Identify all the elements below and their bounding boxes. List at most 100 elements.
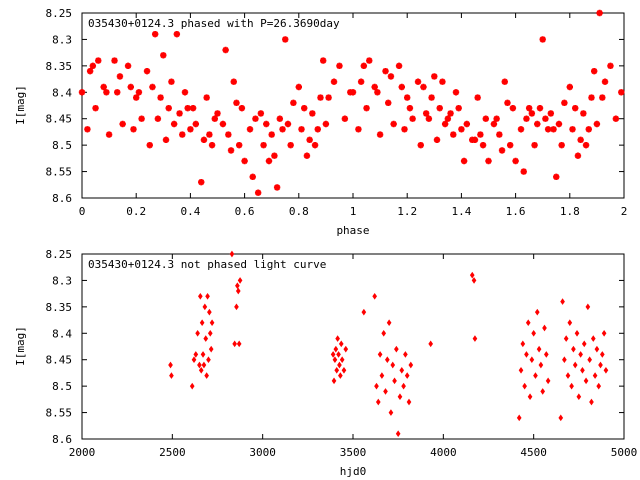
data-point xyxy=(232,340,237,348)
data-point xyxy=(179,131,186,138)
data-point xyxy=(379,372,385,379)
x-tick-label: 4000 xyxy=(430,446,457,459)
x-axis-label: phase xyxy=(336,224,369,237)
data-point xyxy=(133,94,140,101)
data-point xyxy=(375,398,381,406)
data-point xyxy=(386,319,392,327)
data-point xyxy=(581,340,587,348)
data-point xyxy=(601,78,609,85)
data-point xyxy=(450,131,457,138)
data-point xyxy=(100,83,107,91)
data-point xyxy=(124,62,132,70)
data-point xyxy=(181,89,189,96)
data-point xyxy=(533,372,538,379)
data-point xyxy=(111,57,118,64)
data-point xyxy=(428,340,434,348)
data-point xyxy=(571,345,576,353)
data-point xyxy=(403,351,408,358)
x-tick-label: 3500 xyxy=(340,446,367,459)
data-point xyxy=(509,104,517,112)
data-point xyxy=(235,282,240,290)
data-point xyxy=(235,287,241,295)
data-point xyxy=(567,319,573,327)
data-point xyxy=(474,94,481,101)
data-point xyxy=(563,335,569,342)
data-point xyxy=(337,361,342,369)
data-point xyxy=(455,104,462,112)
data-point xyxy=(203,335,209,342)
data-point xyxy=(191,356,197,364)
data-point xyxy=(534,308,540,316)
data-point xyxy=(603,366,609,374)
data-point xyxy=(458,126,465,133)
data-point xyxy=(363,104,370,112)
data-point xyxy=(406,104,414,112)
data-point xyxy=(585,126,592,133)
data-point xyxy=(176,110,183,117)
data-point xyxy=(376,131,384,138)
data-point xyxy=(498,147,506,154)
data-point xyxy=(428,94,435,101)
data-point xyxy=(561,99,568,107)
data-point xyxy=(162,136,170,144)
data-point xyxy=(469,271,475,279)
data-point xyxy=(587,356,592,364)
y-tick-label: 8.45 xyxy=(46,113,73,126)
data-point xyxy=(572,361,578,369)
data-point xyxy=(572,104,579,112)
data-point xyxy=(553,173,560,181)
data-point xyxy=(404,94,411,101)
data-point xyxy=(522,382,527,390)
data-point xyxy=(585,303,591,311)
data-point xyxy=(208,141,216,149)
data-point xyxy=(309,110,316,117)
data-point xyxy=(325,94,332,101)
y-tick-label: 8.35 xyxy=(46,301,73,314)
data-point xyxy=(154,115,162,122)
data-point xyxy=(84,126,91,133)
data-point xyxy=(290,99,297,107)
x-tick-label: 2000 xyxy=(69,446,96,459)
x-tick-label: 0.8 xyxy=(289,205,309,218)
data-point xyxy=(103,89,110,96)
x-tick-label: 1.8 xyxy=(560,205,580,218)
data-point xyxy=(127,83,134,91)
data-point xyxy=(149,83,156,91)
x-tick-label: 0.4 xyxy=(180,205,200,218)
data-point xyxy=(206,131,213,138)
data-point xyxy=(298,126,305,133)
data-point xyxy=(518,366,524,374)
data-point xyxy=(490,120,498,128)
data-point xyxy=(582,141,590,149)
data-point xyxy=(433,136,441,144)
data-point xyxy=(366,57,373,64)
data-point xyxy=(496,131,503,138)
y-tick-label: 8.4 xyxy=(52,327,72,340)
data-point xyxy=(330,351,336,358)
data-point xyxy=(599,351,605,358)
data-point xyxy=(143,67,151,75)
data-point xyxy=(173,30,181,38)
data-point xyxy=(208,345,214,353)
x-axis-label: hjd0 xyxy=(340,465,367,478)
data-point xyxy=(463,120,471,128)
data-point xyxy=(545,377,551,385)
data-point xyxy=(577,136,584,144)
data-point xyxy=(268,131,275,138)
data-point xyxy=(578,351,583,358)
data-point xyxy=(89,62,97,70)
data-point xyxy=(544,126,552,133)
y-tick-label: 8.55 xyxy=(46,166,73,179)
data-point xyxy=(360,62,368,70)
data-point xyxy=(374,382,379,390)
data-point xyxy=(441,120,449,128)
unphased-chart: 035430+0124.3 not phased light curve hjd… xyxy=(14,248,637,478)
data-point xyxy=(276,115,284,122)
data-point xyxy=(471,277,477,284)
data-point xyxy=(472,335,478,342)
data-point xyxy=(536,104,544,112)
data-point xyxy=(409,115,416,122)
data-point xyxy=(460,157,468,165)
data-point xyxy=(394,345,399,353)
